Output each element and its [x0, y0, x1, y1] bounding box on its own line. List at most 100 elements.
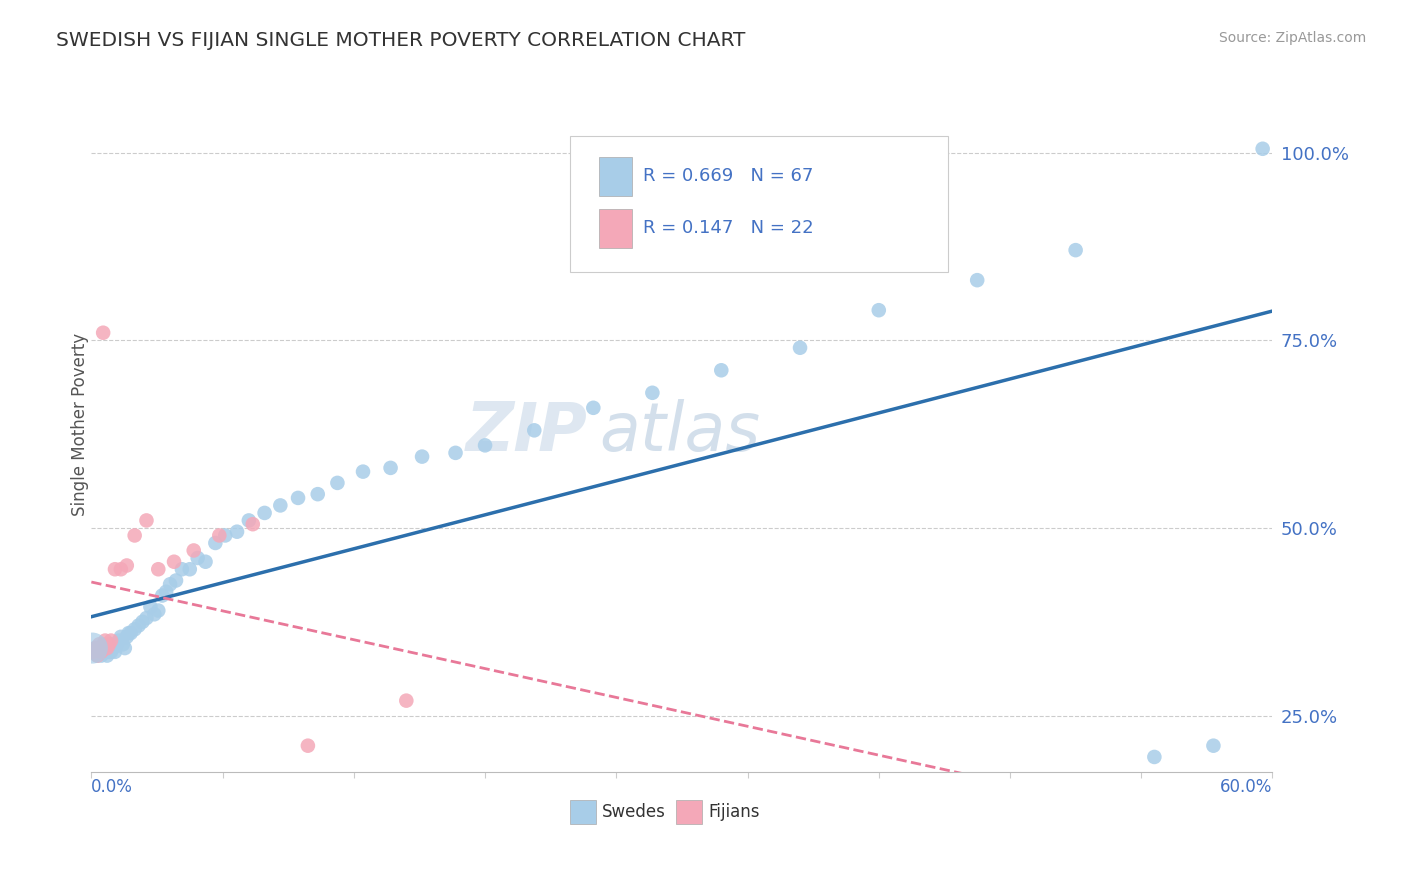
- Point: [84, 645, 107, 659]
- Point: [89, 645, 111, 659]
- Point: [170, 562, 193, 576]
- Point: [868, 303, 890, 318]
- Point: [100, 633, 122, 648]
- Point: [82, 645, 104, 659]
- Point: [474, 438, 496, 452]
- Bar: [676, 800, 702, 824]
- Point: [105, 637, 128, 651]
- Point: [1064, 243, 1087, 257]
- Point: [98, 637, 121, 651]
- Point: [163, 555, 186, 569]
- Point: [1251, 142, 1274, 156]
- Point: [110, 562, 132, 576]
- Point: [89, 637, 111, 651]
- Point: [86, 641, 108, 656]
- Point: [582, 401, 605, 415]
- Point: [297, 739, 319, 753]
- Point: [111, 637, 134, 651]
- Point: [82, 641, 104, 656]
- Point: [208, 528, 231, 542]
- Point: [115, 630, 138, 644]
- Point: [226, 524, 249, 539]
- Point: [86, 648, 108, 663]
- Point: [90, 648, 112, 663]
- Point: [91, 326, 114, 340]
- Bar: [599, 210, 633, 248]
- Point: [238, 513, 260, 527]
- Point: [148, 562, 170, 576]
- Point: [98, 645, 121, 659]
- Text: R = 0.669   N = 67: R = 0.669 N = 67: [643, 167, 813, 185]
- Point: [135, 611, 157, 625]
- Point: [966, 273, 988, 287]
- Point: [89, 641, 111, 656]
- Point: [108, 633, 131, 648]
- Point: [395, 693, 418, 707]
- Point: [269, 499, 291, 513]
- Point: [128, 618, 150, 632]
- Point: [124, 528, 146, 542]
- Point: [100, 637, 122, 651]
- Text: atlas: atlas: [599, 399, 761, 465]
- Point: [96, 641, 118, 656]
- Bar: [599, 157, 633, 195]
- Point: [94, 633, 117, 648]
- Point: [101, 641, 124, 656]
- Point: [86, 648, 108, 663]
- Point: [159, 577, 181, 591]
- Text: 0.0%: 0.0%: [91, 778, 134, 796]
- Point: [253, 506, 276, 520]
- Point: [187, 551, 209, 566]
- Point: [104, 645, 127, 659]
- Point: [131, 615, 153, 629]
- FancyBboxPatch shape: [569, 136, 948, 272]
- Point: [100, 645, 122, 659]
- Point: [96, 641, 118, 656]
- Point: [124, 623, 146, 637]
- Point: [91, 637, 114, 651]
- Point: [91, 645, 114, 659]
- Point: [326, 475, 349, 490]
- Point: [287, 491, 309, 505]
- Point: [90, 645, 112, 659]
- Point: [82, 645, 104, 659]
- Point: [90, 641, 112, 656]
- Point: [789, 341, 811, 355]
- Point: [94, 645, 117, 659]
- Point: [352, 465, 374, 479]
- Point: [179, 562, 201, 576]
- Point: [96, 648, 118, 663]
- Text: R = 0.147   N = 22: R = 0.147 N = 22: [643, 219, 814, 237]
- Point: [120, 626, 142, 640]
- Point: [194, 555, 217, 569]
- Point: [135, 513, 157, 527]
- Point: [110, 630, 132, 644]
- Point: [411, 450, 433, 464]
- Point: [380, 461, 402, 475]
- Point: [523, 423, 546, 437]
- Point: [641, 385, 664, 400]
- Point: [118, 626, 141, 640]
- Point: [115, 558, 138, 573]
- Point: [114, 641, 136, 656]
- Point: [84, 641, 107, 656]
- Point: [148, 603, 170, 617]
- Point: [155, 584, 177, 599]
- Text: ZIP: ZIP: [465, 399, 588, 465]
- Point: [1202, 739, 1225, 753]
- Point: [150, 589, 173, 603]
- Text: Source: ZipAtlas.com: Source: ZipAtlas.com: [1219, 31, 1367, 45]
- Point: [84, 641, 107, 656]
- Point: [444, 446, 467, 460]
- Point: [307, 487, 329, 501]
- Text: Fijians: Fijians: [707, 804, 759, 822]
- Text: SWEDISH VS FIJIAN SINGLE MOTHER POVERTY CORRELATION CHART: SWEDISH VS FIJIAN SINGLE MOTHER POVERTY …: [56, 31, 745, 50]
- Text: 60.0%: 60.0%: [1220, 778, 1272, 796]
- Point: [710, 363, 733, 377]
- Point: [143, 607, 166, 622]
- Bar: [569, 800, 596, 824]
- Point: [165, 574, 187, 588]
- Text: Swedes: Swedes: [602, 804, 665, 822]
- Point: [104, 562, 127, 576]
- Point: [1143, 750, 1166, 764]
